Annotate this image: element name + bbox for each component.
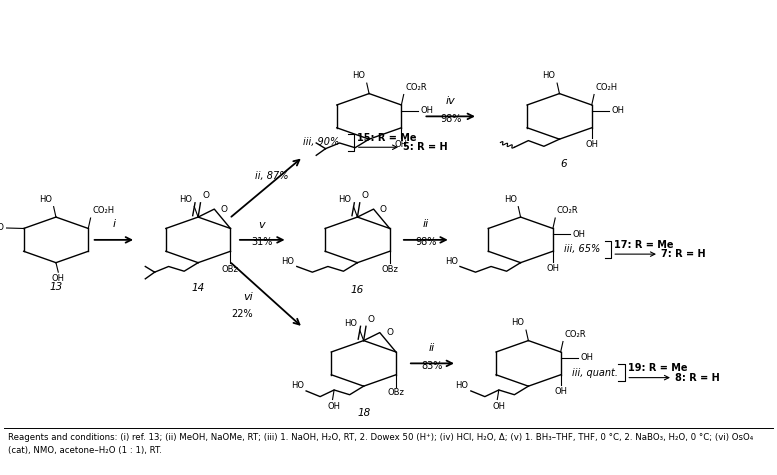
Text: O: O [202,191,209,200]
Text: vi: vi [242,292,253,302]
Text: OBz: OBz [382,265,398,274]
Text: OH: OH [580,353,593,362]
Text: iii, 65%: iii, 65% [564,244,601,255]
Text: i: i [113,219,116,229]
Text: OH: OH [421,106,434,115]
Text: v: v [259,220,265,230]
Text: (cat), NMO, acetone–H₂O (1 : 1), RT.: (cat), NMO, acetone–H₂O (1 : 1), RT. [8,446,162,456]
Text: HO: HO [352,71,365,80]
Text: HO: HO [39,195,52,204]
Text: 18: 18 [357,408,371,418]
Text: OH: OH [52,274,64,283]
Text: OH: OH [493,402,505,411]
Text: HO: HO [281,256,294,266]
Text: 6: 6 [560,159,566,169]
Text: 19: R = Me: 19: R = Me [628,363,688,373]
Text: 17: R = Me: 17: R = Me [614,239,674,250]
Text: CO₂H: CO₂H [92,206,114,215]
Text: OH: OH [611,106,624,115]
Text: OH: OH [554,387,567,396]
Text: iii, 90%: iii, 90% [303,137,340,148]
Text: 5: R = H: 5: R = H [403,142,448,152]
Text: CO₂R: CO₂R [557,206,578,215]
Text: OH: OH [328,402,340,411]
Text: HO: HO [511,318,524,327]
Text: 83%: 83% [421,361,443,370]
Text: iv: iv [446,96,455,106]
Text: O: O [361,191,368,200]
Text: HO: HO [344,319,357,328]
Text: O: O [368,315,375,324]
Text: 31%: 31% [251,237,273,247]
Text: 15: R = Me: 15: R = Me [357,133,417,143]
Text: 7: R = H: 7: R = H [661,249,706,259]
Text: 14: 14 [191,283,205,293]
Text: Reagents and conditions: (i) ref. 13; (ii) MeOH, NaOMe, RT; (iii) 1. NaOH, H₂O, : Reagents and conditions: (i) ref. 13; (i… [8,433,753,442]
Text: HO: HO [291,381,304,390]
Text: ii: ii [429,343,435,353]
Text: HO: HO [179,195,192,204]
Text: O: O [221,205,228,214]
Text: OBz: OBz [222,265,239,274]
Text: OBz: OBz [388,388,404,397]
Text: HO: HO [503,195,517,204]
Text: ii: ii [423,219,429,229]
Text: 22%: 22% [231,309,253,319]
Text: O: O [380,205,387,214]
Text: HO: HO [542,71,556,80]
Text: HO: HO [338,195,351,204]
Text: OH: OH [585,140,598,149]
Text: CO₂R: CO₂R [565,330,586,339]
Text: O: O [386,328,393,337]
Text: CO₂R: CO₂R [406,83,427,92]
Text: OH: OH [395,140,408,149]
Text: 8: R = H: 8: R = H [675,372,720,383]
Text: OH: OH [573,230,585,238]
Text: CO₂H: CO₂H [596,83,618,92]
Text: 98%: 98% [440,114,462,124]
Text: HO: HO [0,223,4,232]
Text: OH: OH [546,264,559,273]
Text: 98%: 98% [415,237,437,247]
Text: iii, quant.: iii, quant. [572,368,618,378]
Text: 16: 16 [350,285,364,294]
Text: HO: HO [455,381,469,390]
Text: 13: 13 [49,282,63,292]
Text: ii, 87%: ii, 87% [255,171,288,181]
Text: HO: HO [444,256,458,266]
